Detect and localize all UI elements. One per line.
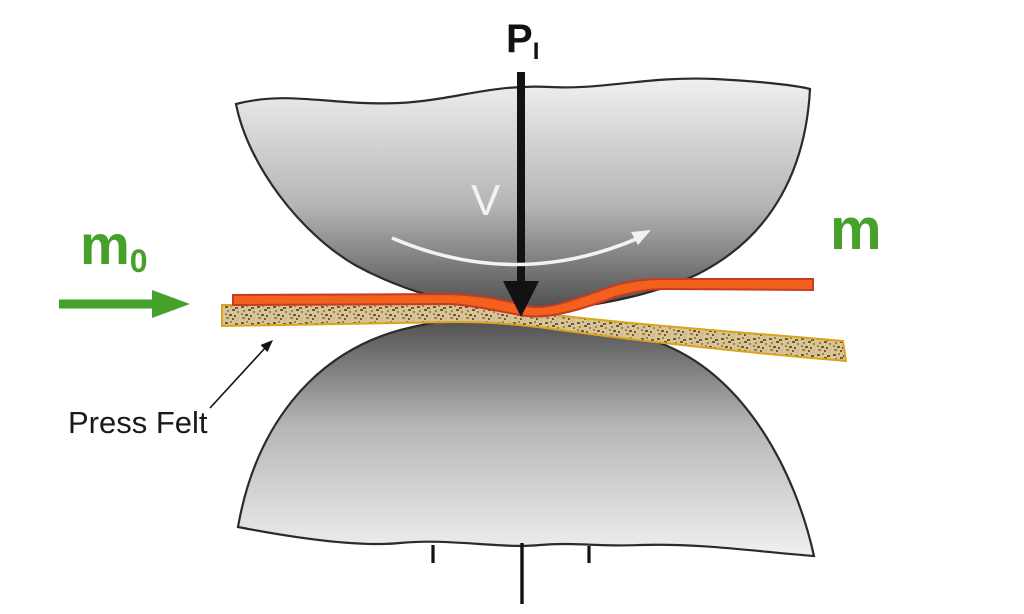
paper-web xyxy=(232,278,814,318)
rotation-arrow xyxy=(391,230,651,267)
velocity-label: V xyxy=(471,176,501,225)
press-felt-label: Press Felt xyxy=(68,405,208,440)
tick-marks xyxy=(431,545,591,563)
web-in-arrow xyxy=(59,290,190,318)
web-in-label-main: m xyxy=(80,213,130,276)
web-out-label: m xyxy=(830,197,882,262)
press-felt-pointer-arrow xyxy=(209,340,273,409)
bottom-roll xyxy=(236,316,816,558)
load-label-main: P xyxy=(506,17,533,61)
load-label: PI xyxy=(506,17,539,65)
load-label-sub: I xyxy=(533,38,540,65)
web-in-label: m0 xyxy=(80,213,148,279)
web-in-label-sub: 0 xyxy=(130,243,148,279)
load-arrow xyxy=(503,72,539,317)
